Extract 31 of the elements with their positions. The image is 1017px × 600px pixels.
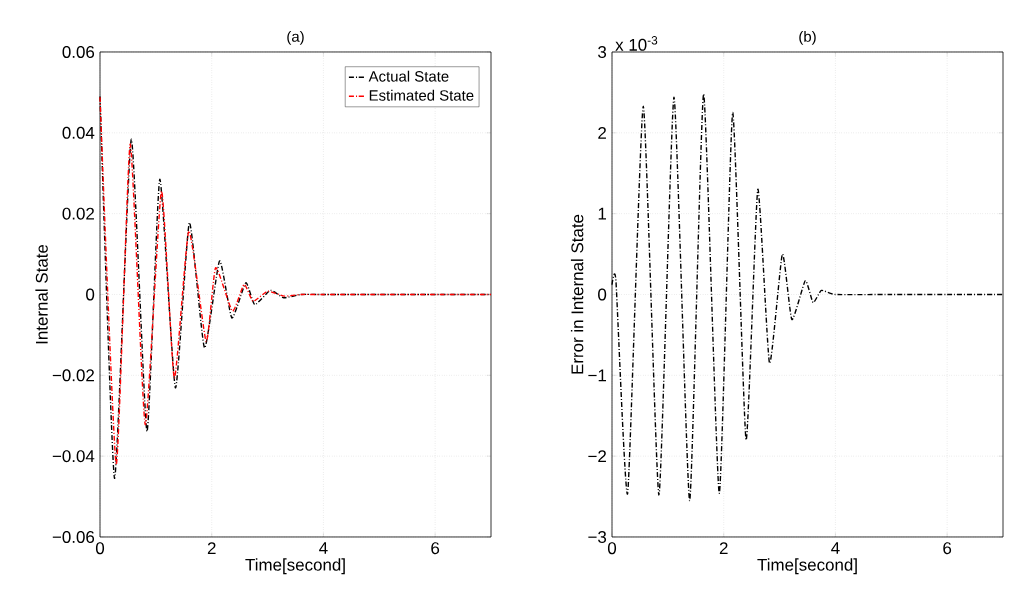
x-tick-label: 4	[831, 542, 840, 554]
y-tick-label: −0.04	[52, 450, 95, 463]
y-tick-label: −0.02	[52, 369, 94, 382]
chart-title: (a)	[287, 30, 304, 45]
x-tick-label: 2	[207, 542, 216, 554]
y-tick-label: 0.04	[62, 126, 95, 139]
y-tick-label: 0	[86, 288, 95, 301]
y-tick-label: 0.06	[62, 45, 95, 58]
x-tick-label: 6	[431, 542, 440, 555]
x-tick-label: 4	[319, 542, 328, 554]
chart-title: (b)	[799, 30, 816, 45]
legend-label: Actual State	[368, 70, 449, 82]
y-tick-label: 2	[598, 126, 606, 139]
y-tick-label: −3	[588, 530, 607, 543]
x-tick-label: 6	[943, 542, 952, 555]
x-tick-label: 2	[719, 542, 728, 554]
text: x 10$^{-3}$	[615, 36, 658, 51]
y-axis-title: Internal State	[35, 244, 48, 344]
legend-label: Estimated State	[369, 89, 474, 101]
x-tick-label: 0	[607, 542, 617, 555]
y-tick-label: 0	[598, 288, 607, 301]
y-tick-label: −0.06	[52, 530, 95, 543]
y-tick-label: −1	[588, 369, 607, 382]
y-tick-label: 1	[598, 207, 607, 220]
x-axis-title: Time[second]	[757, 558, 857, 575]
y-tick-label: 0.02	[62, 207, 94, 220]
y-axis-title: Error in Internal State	[570, 214, 584, 374]
y-tick-label: −2	[588, 450, 606, 463]
x-tick-label: 0	[95, 542, 105, 555]
x-axis-title: Time[second]	[245, 558, 345, 575]
y-tick-label: 3	[598, 45, 607, 58]
